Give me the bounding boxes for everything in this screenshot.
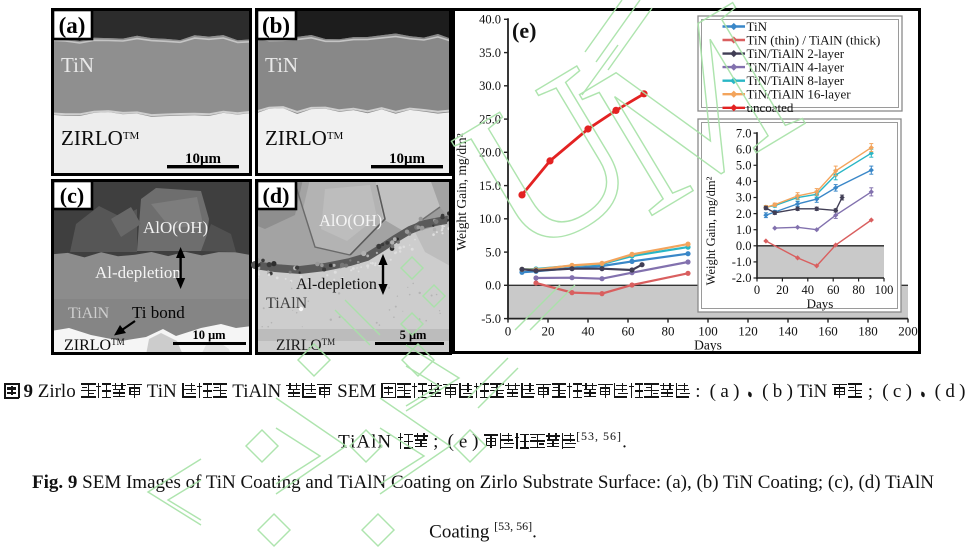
svg-text:0: 0 (505, 324, 512, 339)
svg-text:10μm: 10μm (389, 151, 426, 167)
svg-text:ZIRLOTM: ZIRLOTM (64, 337, 125, 354)
svg-text:20: 20 (542, 324, 555, 339)
svg-text:20: 20 (776, 283, 789, 297)
svg-text:180: 180 (858, 324, 878, 339)
svg-text:AlO(OH): AlO(OH) (319, 211, 382, 230)
svg-text:10μm: 10μm (185, 151, 222, 167)
svg-text:TiN/TiAlN 16-layer: TiN/TiAlN 16-layer (747, 87, 852, 102)
svg-text:40.0: 40.0 (479, 13, 501, 27)
svg-text:100: 100 (698, 324, 718, 339)
svg-text:35.0: 35.0 (479, 46, 501, 60)
svg-text:1.0: 1.0 (736, 223, 752, 237)
svg-text:0.0: 0.0 (485, 279, 501, 293)
svg-text:(a): (a) (59, 13, 86, 38)
svg-text:(c): (c) (60, 183, 84, 208)
svg-text:Days: Days (807, 296, 834, 311)
svg-text:15.0: 15.0 (479, 179, 501, 193)
svg-text:TiN: TiN (61, 53, 94, 77)
svg-text:5.0: 5.0 (485, 245, 501, 259)
svg-text:Weight Gain, mg/dm²: Weight Gain, mg/dm² (704, 176, 718, 285)
svg-text:TiAlN: TiAlN (266, 295, 308, 312)
svg-text:80: 80 (662, 324, 675, 339)
svg-text:TiN/TiAlN 4-layer: TiN/TiAlN 4-layer (747, 60, 845, 75)
svg-text:TiN/TiAlN 2-layer: TiN/TiAlN 2-layer (747, 46, 845, 61)
svg-text:5.0: 5.0 (736, 159, 752, 173)
svg-text:60: 60 (622, 324, 635, 339)
svg-text:(b): (b) (262, 13, 290, 38)
svg-text:-2.0: -2.0 (732, 271, 752, 285)
svg-text:40: 40 (802, 283, 815, 297)
svg-text:Weight Gain, mg/dm²: Weight Gain, mg/dm² (454, 133, 469, 250)
svg-text:3.0: 3.0 (736, 191, 752, 205)
svg-text:40: 40 (582, 324, 595, 339)
svg-text:200: 200 (898, 324, 918, 339)
svg-text:140: 140 (778, 324, 798, 339)
svg-text:Days: Days (694, 338, 722, 353)
svg-text:Al-depletion: Al-depletion (95, 263, 181, 282)
svg-text:60: 60 (827, 283, 840, 297)
svg-text:AlO(OH): AlO(OH) (143, 218, 208, 237)
svg-text:20.0: 20.0 (479, 146, 501, 160)
svg-text:TiAlN: TiAlN (68, 305, 110, 322)
svg-text:TiN: TiN (747, 19, 768, 34)
svg-text:-1.0: -1.0 (732, 255, 752, 269)
svg-text:30.0: 30.0 (479, 79, 501, 93)
svg-text:7.0: 7.0 (736, 126, 752, 140)
svg-text:0: 0 (754, 283, 760, 297)
svg-text:(e): (e) (512, 18, 536, 43)
svg-text:160: 160 (818, 324, 838, 339)
svg-text:5 μm: 5 μm (400, 328, 427, 342)
svg-text:TiN (thin) / TiAlN (thick): TiN (thin) / TiAlN (thick) (747, 32, 881, 47)
svg-text:Ti bond: Ti bond (132, 303, 185, 322)
svg-text:0.0: 0.0 (736, 239, 752, 253)
svg-text:80: 80 (852, 283, 865, 297)
svg-text:TiN/TiAlN 8-layer: TiN/TiAlN 8-layer (747, 73, 845, 88)
svg-text:100: 100 (875, 283, 894, 297)
svg-text:TiN: TiN (265, 53, 298, 77)
svg-text:25.0: 25.0 (479, 112, 501, 126)
svg-text:-5.0: -5.0 (481, 312, 501, 326)
svg-text:uncoated: uncoated (747, 100, 794, 115)
svg-text:6.0: 6.0 (736, 142, 752, 156)
svg-text:Al-depletion: Al-depletion (296, 276, 377, 293)
svg-text:120: 120 (738, 324, 758, 339)
svg-text:(d): (d) (263, 183, 290, 208)
svg-text:4.0: 4.0 (736, 175, 752, 189)
svg-text:2.0: 2.0 (736, 207, 752, 221)
svg-text:10 μm: 10 μm (192, 328, 226, 342)
svg-text:10.0: 10.0 (479, 212, 501, 226)
